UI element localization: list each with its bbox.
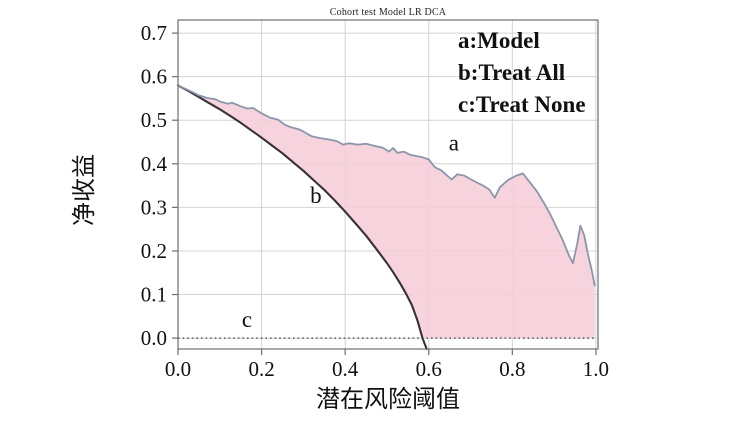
legend-item-model: a:Model xyxy=(458,28,540,53)
axis-ticks xyxy=(172,32,597,355)
legend: a:Model b:Treat All c:Treat None xyxy=(458,28,586,117)
y-tick-label: 0.1 xyxy=(141,283,167,307)
treat-all-curve xyxy=(176,84,428,351)
x-tick-label: 1.0 xyxy=(583,357,609,381)
curve-c-label: c xyxy=(242,307,252,332)
curve-a-label: a xyxy=(449,131,459,156)
x-tick-label: 0.2 xyxy=(248,357,274,381)
y-tick-label: 0.6 xyxy=(141,65,167,89)
x-tick-label: 0.6 xyxy=(416,357,442,381)
axis-tick-labels: 0.0 0.2 0.4 0.6 0.8 1.0 0.0 0.1 0.2 0.3 0.4 0.5 0.6 0… xyxy=(141,21,609,381)
x-tick-label: 0.8 xyxy=(499,357,525,381)
x-tick-label: 0.0 xyxy=(165,357,191,381)
curve-b-label: b xyxy=(310,183,322,208)
x-tick-label: 0.4 xyxy=(332,357,359,381)
chart-title: Cohort test Model LR DCA xyxy=(330,7,447,18)
y-tick-label: 0.0 xyxy=(141,326,167,350)
legend-item-treat-all: b:Treat All xyxy=(458,60,565,85)
legend-item-treat-none: c:Treat None xyxy=(458,92,586,117)
model-curve xyxy=(177,84,596,287)
x-axis-label: 潜在风险阈值 xyxy=(316,386,460,413)
y-tick-label: 0.3 xyxy=(141,195,167,219)
y-tick-label: 0.7 xyxy=(141,21,167,45)
y-tick-label: 0.2 xyxy=(141,239,167,263)
y-tick-label: 0.5 xyxy=(141,108,167,132)
axis-frame xyxy=(177,19,599,350)
y-tick-label: 0.4 xyxy=(141,152,168,176)
shaded-benefit-area xyxy=(178,85,595,339)
y-axis-label: 净收益 xyxy=(71,154,98,226)
